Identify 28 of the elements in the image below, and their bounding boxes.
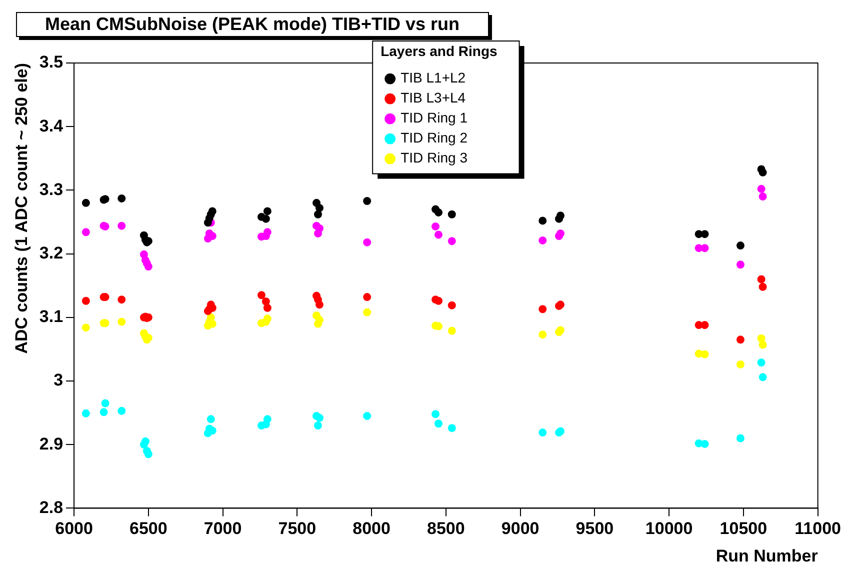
x-tick-label: 9500 [576, 519, 614, 538]
y-tick-label: 3 [54, 370, 64, 390]
y-tick-label: 2.8 [39, 498, 64, 517]
legend-title: Layers and Rings [380, 42, 498, 59]
x-tick-label: 6500 [130, 519, 168, 538]
legend-label: TIB L3+L4 [400, 90, 466, 106]
x-tick-label: 10000 [645, 519, 693, 538]
x-tick-label: 11000 [794, 519, 842, 538]
legend-label: TIB L1+L2 [400, 70, 466, 86]
y-tick-label: 3.1 [39, 307, 64, 326]
y-tick-label: 3.3 [39, 180, 64, 199]
legend-label: TID Ring 3 [400, 150, 468, 166]
y-axis-title: ADC counts (1 ADC count ~ 250 ele) [12, 63, 31, 354]
x-tick-label: 10500 [720, 519, 768, 538]
legend-label: TID Ring 1 [400, 110, 468, 126]
x-tick-label: 8500 [427, 519, 465, 538]
legend-label: TID Ring 2 [400, 130, 468, 146]
y-tick-label: 3.5 [39, 52, 64, 72]
x-tick-label: 9000 [501, 519, 540, 538]
x-tick-label: 6000 [55, 519, 93, 538]
y-tick-label: 3.2 [39, 243, 64, 262]
x-tick-label: 8000 [352, 519, 390, 538]
x-tick-label: 7000 [204, 519, 242, 538]
x-axis-title: Run Number [716, 546, 818, 566]
y-tick-label: 3.4 [39, 116, 64, 136]
x-tick-label: 7500 [278, 519, 316, 538]
y-tick-label: 2.9 [39, 434, 64, 454]
chart-title: Mean CMSubNoise (PEAK mode) TIB+TID vs run [16, 12, 489, 37]
